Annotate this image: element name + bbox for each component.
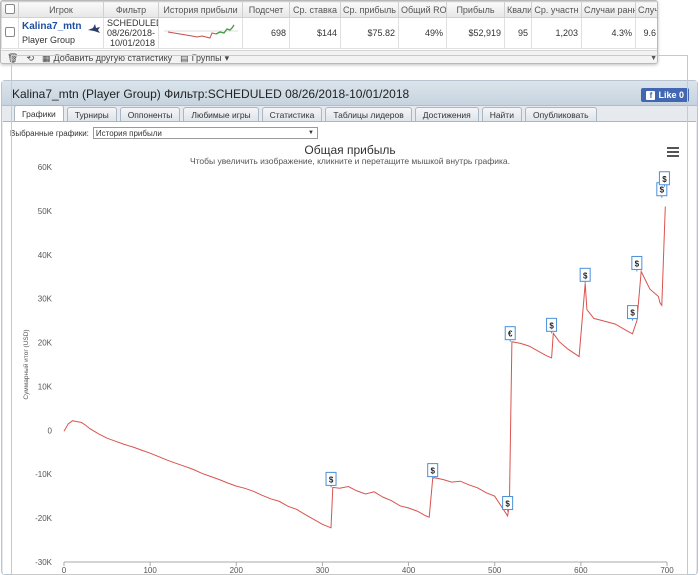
add-stats-label: Добавить другую статистику [53, 53, 173, 63]
chevron-down-icon: ▾ [224, 52, 230, 63]
graph-selector-label: Выбранные графики: [10, 128, 89, 138]
scroll-down-arrow[interactable]: ▼ [650, 54, 657, 62]
refresh-icon[interactable]: ⟲ [26, 52, 34, 63]
y-tick-label: 40K [38, 251, 53, 260]
cash-marker-label: $ [583, 271, 588, 280]
y-tick-label: 0 [48, 426, 53, 435]
profit-sparkline-cell [158, 17, 243, 49]
x-tick-label: 300 [316, 566, 330, 575]
y-tick-label: -20K [35, 514, 53, 523]
facebook-like-button[interactable]: f Like 0 [641, 88, 689, 102]
y-tick-label: 60K [38, 163, 53, 172]
row-checkbox[interactable] [5, 27, 15, 37]
header-quali[interactable]: Квали [504, 1, 532, 18]
tab-publish[interactable]: Опубликовать [524, 107, 597, 122]
series-line [63, 206, 666, 529]
panel-title: Kalina7_mtn (Player Group) Фильтр:SCHEDU… [12, 87, 410, 101]
y-tick-label: 50K [38, 207, 53, 216]
add-stats-button[interactable]: ▦ Добавить другую статистику [42, 53, 172, 64]
groups-icon: ▤ [180, 52, 189, 63]
header-player[interactable]: Игрок [18, 1, 104, 18]
groups-button[interactable]: ▤ Группы ▾ [180, 53, 229, 64]
tab-graphs[interactable]: Графики [14, 105, 64, 122]
player-name-link[interactable]: Kalina7_mtn [22, 21, 82, 32]
select-all-checkbox[interactable] [5, 3, 15, 14]
panel-header: Kalina7_mtn (Player Group) Фильтр:SCHEDU… [2, 81, 697, 106]
y-tick-label: 30K [38, 295, 53, 304]
cash-marker-label: $ [635, 259, 640, 268]
header-avg-stake[interactable]: Ср. ставка [289, 1, 341, 18]
stats-table-panel: Игрок Фильтр История прибыли Подсчет Ср.… [0, 0, 658, 64]
graph-selector-dropdown[interactable]: История прибыли ▼ [92, 127, 318, 139]
early-cell: 4.3% [581, 17, 636, 49]
chart-title: Общая прибыль [304, 143, 395, 157]
x-tick-label: 400 [402, 566, 416, 575]
tab-opponents[interactable]: Оппоненты [119, 107, 181, 122]
graph-selector-row: Выбранные графики: История прибыли ▼ [10, 127, 318, 139]
cash-marker-label: $ [660, 186, 665, 195]
tab-content: Выбранные графики: История прибыли ▼ [3, 121, 696, 574]
chart-subtitle: Чтобы увеличить изображение, кликните и … [190, 156, 510, 166]
y-tick-label: -10K [35, 470, 53, 479]
table-add-icon: ▦ [41, 52, 51, 63]
tab-leaderboards[interactable]: Таблицы лидеров [325, 107, 412, 122]
table-header-row: Игрок Фильтр История прибыли Подсчет Ср.… [1, 1, 657, 18]
y-tick-label: 20K [38, 339, 53, 348]
facebook-icon: f [646, 90, 656, 100]
player-cell[interactable]: Kalina7_mtn Player Group [18, 17, 104, 49]
cash-marker-label: $ [630, 309, 635, 318]
x-tick-label: 700 [660, 566, 674, 575]
trash-icon[interactable]: 🗑 [7, 52, 19, 63]
y-axis-title: Суммарный итог (USD) [22, 329, 30, 399]
roi-cell: 49% [398, 17, 447, 49]
cash-marker-label: $ [329, 475, 334, 484]
x-tick-label: 600 [574, 566, 588, 575]
groups-label: Группы [191, 53, 222, 63]
y-tick-label: 10K [38, 382, 53, 391]
player-group-label: Player Group [22, 35, 76, 45]
header-late[interactable]: Случаи п [635, 1, 657, 18]
header-avg-entrants[interactable]: Ср. участн [531, 1, 582, 18]
filter-cell: SCHEDULED 08/26/2018- 10/01/2018 [103, 17, 159, 49]
tab-find[interactable]: Найти [481, 107, 522, 122]
filter-line-1: SCHEDULED [107, 18, 159, 29]
tab-tournaments[interactable]: Турниры [66, 107, 117, 122]
tab-statistics[interactable]: Статистика [261, 107, 323, 122]
count-cell: 698 [242, 17, 290, 49]
tab-bar: Графики Турниры Оппоненты Любимые игры С… [14, 105, 597, 122]
tab-favorite-games[interactable]: Любимые игры [183, 107, 259, 122]
table-toolbar: 🗑 ⟲ ▦ Добавить другую статистику ▤ Групп… [1, 50, 657, 64]
filter-line-3: 10/01/2018 [109, 38, 155, 48]
like-label: Like 0 [658, 90, 684, 100]
shark-icon [88, 24, 100, 33]
profit-sparkline [163, 24, 238, 39]
stats-table: Игрок Фильтр История прибыли Подсчет Ср.… [1, 1, 657, 49]
cash-marker-label: € [508, 330, 513, 339]
graph-selector-value: История прибыли [95, 128, 162, 138]
avg-entrants-cell: 1,203 [531, 17, 582, 49]
y-tick-label: -30K [35, 558, 53, 567]
cash-marker-label: $ [549, 321, 554, 330]
header-roi[interactable]: Общий ROI [398, 1, 447, 18]
header-profit[interactable]: Прибыль [446, 1, 505, 18]
profit-cell: $52,919 [446, 17, 505, 49]
x-tick-label: 100 [143, 566, 157, 575]
x-tick-label: 200 [230, 566, 244, 575]
cash-marker-label: $ [662, 175, 667, 184]
late-cell: 9.6 [635, 17, 657, 49]
row-checkbox-cell[interactable] [1, 17, 19, 49]
cash-marker-label: $ [505, 500, 510, 509]
x-tick-label: 0 [62, 566, 67, 575]
table-row[interactable]: Kalina7_mtn Player Group SCHEDULED 08/26… [1, 17, 657, 49]
header-count[interactable]: Подсчет [242, 1, 290, 18]
filter-line-2: 08/26/2018- [107, 28, 156, 38]
avg-stake-cell: $144 [289, 17, 341, 49]
chart-menu-icon[interactable] [667, 147, 679, 157]
header-select-all[interactable] [1, 1, 19, 18]
dropdown-caret-icon: ▼ [307, 130, 314, 136]
tab-achievements[interactable]: Достижения [414, 107, 479, 122]
cash-marker-label: $ [430, 467, 435, 476]
x-tick-label: 500 [488, 566, 502, 575]
